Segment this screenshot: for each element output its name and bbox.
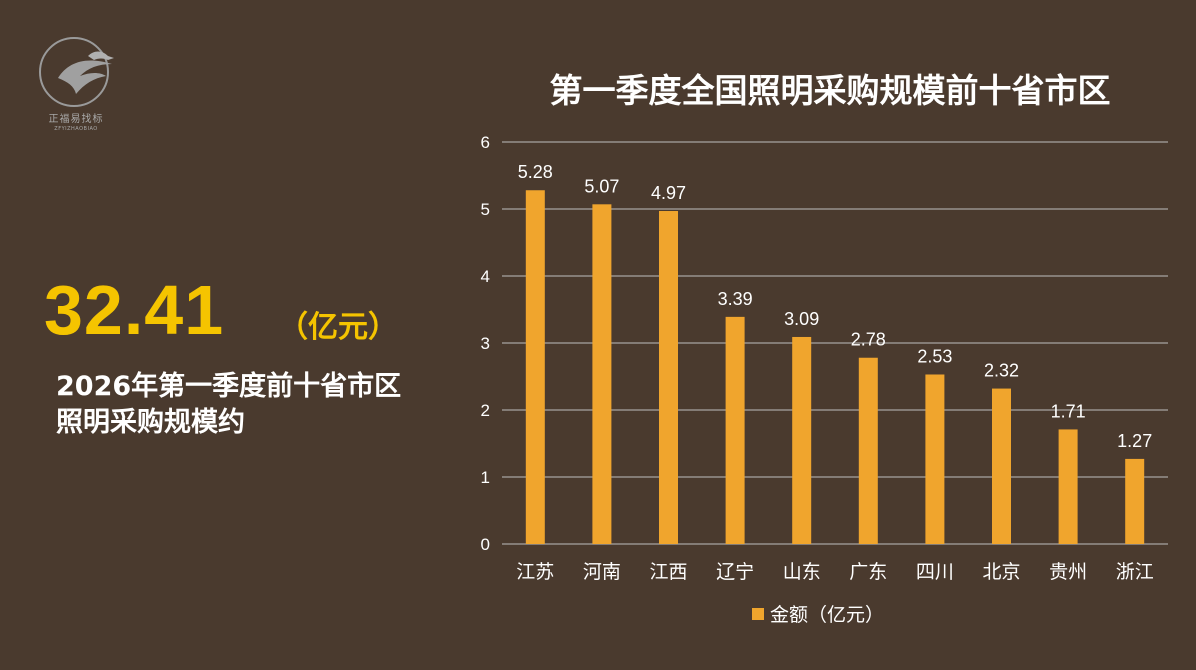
x-tick-label: 江西	[649, 561, 687, 583]
x-tick-label: 山东	[783, 561, 821, 583]
data-label: 1.71	[1051, 401, 1086, 421]
bar	[858, 357, 878, 544]
brand-logo: 正福易找标 ZFYIZHAOBIAO	[28, 34, 124, 138]
x-tick-label: 贵州	[1049, 561, 1087, 583]
y-tick-label: 2	[481, 401, 490, 420]
bar	[592, 204, 612, 544]
logo-text: 正福易找标	[48, 114, 104, 125]
data-label: 4.97	[651, 183, 686, 203]
data-label: 5.07	[584, 176, 619, 196]
bar	[525, 190, 545, 545]
y-tick-label: 3	[481, 334, 490, 353]
x-tick-label: 江苏	[516, 561, 554, 583]
eagle-logo-icon	[39, 37, 114, 107]
headline-description-line2: 照明采购规模约	[56, 407, 245, 438]
data-label: 2.53	[917, 346, 952, 366]
x-tick-label: 北京	[982, 561, 1020, 583]
bar	[659, 211, 678, 544]
bar	[1058, 429, 1078, 544]
bar	[792, 336, 812, 544]
headline-value: 32.41	[44, 271, 225, 349]
y-tick-label: 1	[481, 468, 490, 487]
x-tick-label: 广东	[849, 561, 887, 583]
data-label: 2.32	[984, 361, 1019, 381]
legend-swatch	[752, 607, 764, 620]
headline-unit: （亿元）	[278, 310, 398, 345]
bar	[992, 388, 1011, 544]
headline-description-line1: 2026年第一季度前十省市区	[56, 371, 402, 402]
chart-legend: 金额（亿元）	[752, 600, 884, 627]
bar	[1125, 458, 1145, 544]
data-label: 1.27	[1117, 431, 1152, 451]
data-label: 5.28	[518, 162, 553, 182]
bar	[925, 374, 945, 544]
x-tick-label: 四川	[916, 561, 954, 583]
logo-subtext: ZFYIZHAOBIAO	[54, 126, 98, 132]
y-tick-label: 4	[481, 267, 490, 286]
legend-label: 金额（亿元）	[770, 604, 885, 626]
data-label: 3.39	[718, 289, 753, 309]
x-tick-label: 河南	[583, 561, 621, 583]
data-label: 2.78	[851, 330, 886, 350]
x-tick-label: 辽宁	[716, 561, 754, 583]
y-tick-label: 6	[481, 133, 490, 152]
x-tick-label: 浙江	[1116, 561, 1154, 583]
bar	[725, 316, 745, 544]
data-label: 3.09	[784, 309, 819, 329]
y-tick-label: 5	[481, 200, 490, 219]
y-tick-label: 0	[481, 535, 490, 554]
chart-title: 第一季度全国照明采购规模前十省市区	[549, 71, 1111, 110]
